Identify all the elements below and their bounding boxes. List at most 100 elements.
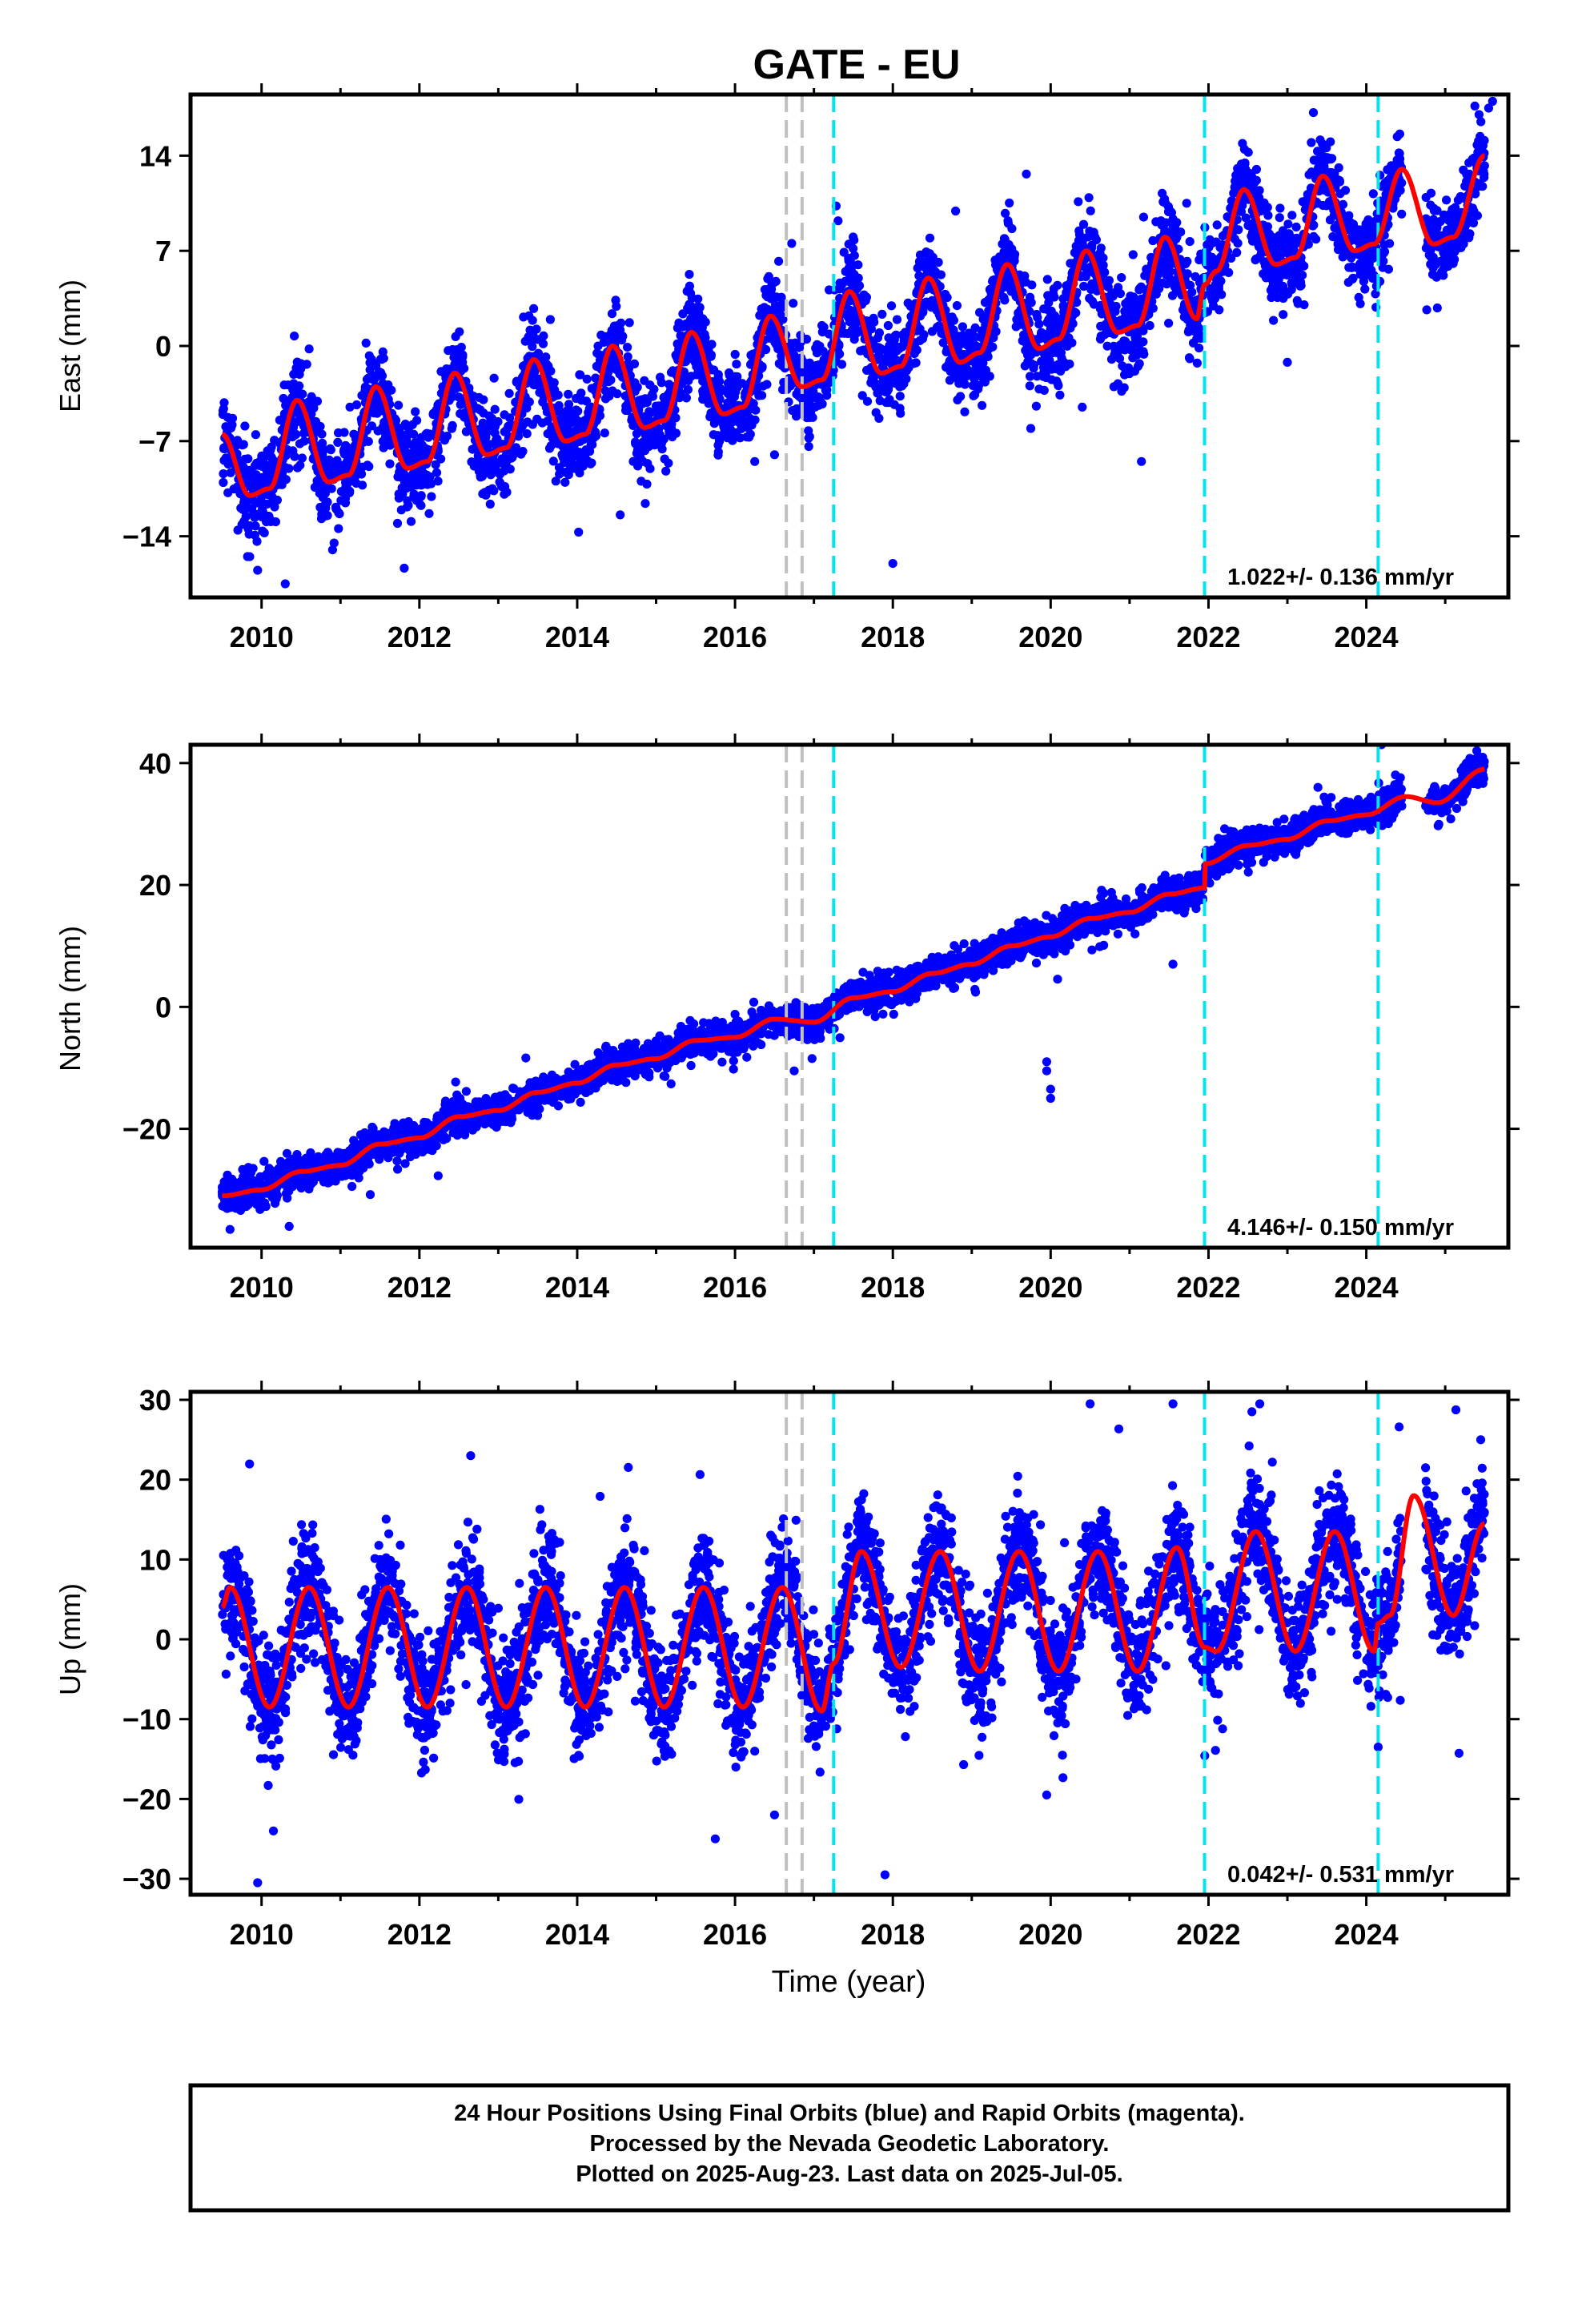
data-point	[1139, 349, 1149, 359]
data-point	[452, 361, 461, 371]
data-point	[392, 518, 403, 529]
data-point	[1245, 169, 1255, 179]
data-point	[1079, 281, 1089, 292]
data-point	[901, 328, 910, 337]
data-point	[1001, 252, 1011, 263]
data-point	[1268, 234, 1278, 243]
data-point	[316, 514, 327, 524]
data-point	[545, 315, 556, 324]
data-point	[704, 343, 713, 352]
data-point	[398, 470, 408, 480]
data-point	[402, 435, 412, 444]
data-point	[1212, 220, 1222, 230]
east-data-points	[218, 96, 1497, 589]
data-point	[336, 496, 346, 505]
data-point	[1066, 259, 1075, 268]
data-point	[1233, 163, 1243, 173]
data-point	[362, 375, 372, 384]
data-point	[1356, 230, 1366, 239]
data-point	[1050, 324, 1059, 334]
data-point	[1182, 199, 1191, 208]
data-point	[938, 338, 948, 348]
data-point	[1043, 291, 1053, 300]
data-point	[1032, 309, 1042, 320]
data-point	[334, 524, 343, 533]
data-point	[416, 500, 425, 509]
data-point	[977, 326, 986, 336]
data-point	[431, 460, 440, 469]
data-point	[1164, 260, 1174, 270]
data-point	[529, 304, 539, 313]
data-point	[288, 384, 298, 395]
data-point	[1279, 293, 1288, 304]
data-point	[1010, 252, 1019, 262]
data-point	[895, 392, 905, 401]
data-point	[440, 436, 450, 445]
data-point	[240, 421, 250, 431]
data-point	[685, 300, 695, 310]
data-point	[422, 470, 432, 480]
data-point	[304, 344, 314, 354]
data-point	[945, 376, 954, 385]
data-point	[402, 502, 412, 512]
data-point	[853, 260, 863, 270]
data-point	[652, 435, 663, 444]
data-point	[1319, 183, 1329, 193]
data-point	[616, 510, 625, 520]
data-point	[847, 316, 857, 326]
data-point	[660, 454, 669, 464]
data-point	[500, 482, 510, 492]
data-point	[1118, 361, 1127, 371]
data-point	[400, 563, 409, 573]
data-point	[257, 472, 267, 483]
data-point	[609, 356, 619, 365]
data-point	[448, 421, 457, 431]
data-point	[1442, 195, 1452, 205]
data-point	[845, 305, 855, 315]
data-point	[1269, 316, 1279, 325]
data-point	[258, 526, 267, 536]
data-point	[1158, 278, 1167, 288]
data-point	[1355, 259, 1365, 269]
data-point	[1283, 233, 1293, 243]
data-point	[544, 444, 555, 453]
data-point	[293, 463, 303, 472]
data-point	[1059, 357, 1069, 367]
data-point	[862, 396, 873, 406]
data-point	[713, 450, 723, 460]
outlier-point	[1137, 456, 1146, 466]
data-point	[469, 461, 479, 471]
data-point	[1120, 370, 1130, 380]
data-point	[1427, 270, 1438, 279]
data-point	[958, 322, 967, 332]
data-point	[1109, 288, 1118, 298]
data-point	[416, 491, 426, 501]
data-point	[1191, 271, 1200, 282]
data-point	[1018, 336, 1027, 346]
data-point	[485, 499, 495, 509]
y-tick-label: −14	[122, 521, 171, 553]
data-point	[978, 373, 988, 383]
data-point	[645, 380, 655, 390]
data-point	[853, 283, 862, 293]
data-point	[1459, 165, 1468, 175]
data-point	[1328, 231, 1338, 242]
outlier-point	[1078, 402, 1087, 412]
data-point	[1128, 250, 1138, 259]
data-point	[299, 436, 309, 446]
data-point	[385, 459, 395, 468]
data-point	[1379, 256, 1388, 266]
data-point	[1447, 205, 1457, 215]
data-point	[835, 278, 845, 287]
east-rate-label: 1.022+/- 0.136 mm/yr	[1227, 565, 1454, 590]
data-point	[394, 489, 404, 499]
data-point	[264, 512, 274, 521]
data-point	[729, 1064, 738, 1074]
data-point	[1049, 284, 1058, 294]
data-point	[1034, 320, 1044, 329]
data-point	[1287, 211, 1297, 220]
data-point	[683, 384, 693, 395]
data-point	[1074, 197, 1083, 207]
data-point	[747, 420, 757, 430]
data-point	[1160, 198, 1170, 207]
